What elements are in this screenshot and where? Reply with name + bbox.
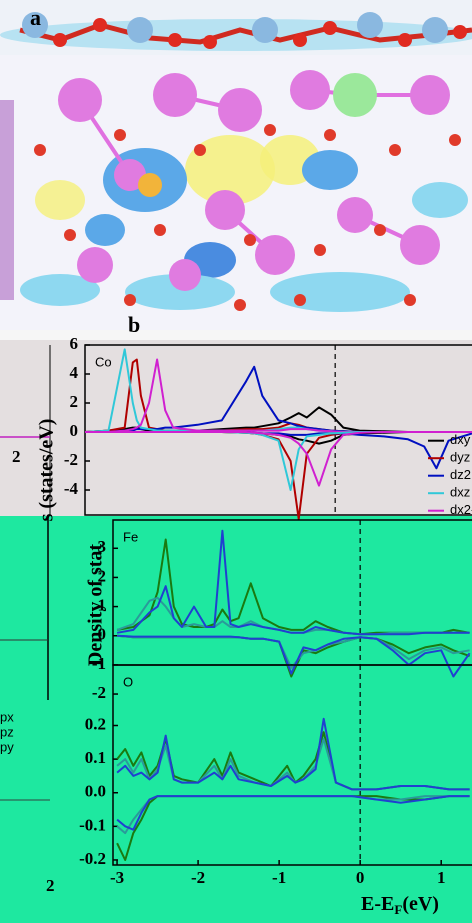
panel-label: a bbox=[30, 5, 41, 30]
y-tick-label: 2 bbox=[98, 566, 107, 585]
y-tick-label: 6 bbox=[70, 334, 79, 353]
panel-name: Co bbox=[95, 354, 112, 369]
y-tick-label: -0.2 bbox=[79, 849, 106, 868]
panel-label: b bbox=[128, 312, 140, 337]
y-tick-label: -0.1 bbox=[79, 815, 106, 834]
y-tick-label: 0.1 bbox=[85, 748, 106, 767]
fragment-tick: 2 bbox=[46, 876, 55, 895]
y-tick-label: 4 bbox=[70, 363, 79, 382]
plot-frame bbox=[112, 664, 472, 866]
legend-label: dz2 bbox=[450, 467, 471, 482]
y-tick-label: -2 bbox=[64, 450, 78, 469]
fragment-legend: py bbox=[0, 739, 14, 754]
y-tick-label: 0.0 bbox=[85, 782, 106, 801]
y-axis-label: Density of stat bbox=[85, 544, 107, 667]
x-axis-label-sub: F bbox=[394, 902, 402, 917]
x-axis-label-unit: (eV) bbox=[402, 893, 439, 915]
dos-line bbox=[116, 529, 470, 636]
panel-name: O bbox=[123, 674, 133, 689]
legend-label: dyz bbox=[450, 450, 470, 465]
y-tick-label: 0 bbox=[70, 421, 79, 440]
legend-label: dxz bbox=[450, 485, 470, 500]
green-background bbox=[0, 516, 472, 923]
x-axis-label-main: E-E bbox=[361, 893, 394, 915]
panel-name: Fe bbox=[123, 529, 138, 544]
x-axis-label: E-EF(eV) bbox=[361, 893, 439, 917]
dos-line bbox=[85, 431, 472, 487]
y-tick-label: -1 bbox=[92, 654, 106, 673]
fragment-legend: px bbox=[0, 709, 14, 724]
x-tick-label: -1 bbox=[272, 868, 286, 887]
legend-label: dx2-y bbox=[450, 502, 472, 517]
x-tick-label: -2 bbox=[191, 868, 205, 887]
fragment-legend: pz bbox=[0, 724, 14, 739]
legend-label: dxy bbox=[450, 432, 471, 447]
y-tick-label: 2 bbox=[70, 392, 79, 411]
y-tick-label: -4 bbox=[64, 479, 79, 498]
y-axis-label: s (states/eV) bbox=[36, 419, 58, 522]
gap bbox=[0, 330, 472, 340]
y-tick-label: 0 bbox=[98, 625, 107, 644]
y-tick-label: 0.2 bbox=[85, 714, 106, 733]
x-tick-label: -3 bbox=[110, 868, 124, 887]
fragment-tick: 2 bbox=[12, 447, 21, 466]
x-tick-label: 1 bbox=[437, 868, 446, 887]
dos-line bbox=[116, 795, 470, 831]
plot-frame bbox=[84, 344, 472, 516]
y-tick-label: -2 bbox=[92, 683, 106, 702]
x-tick-label: 0 bbox=[356, 868, 365, 887]
structure-image bbox=[0, 0, 472, 330]
dos-line bbox=[116, 717, 470, 791]
y-tick-label: 3 bbox=[98, 537, 107, 556]
y-tick-label: 1 bbox=[98, 595, 107, 614]
dos-line bbox=[117, 634, 471, 678]
